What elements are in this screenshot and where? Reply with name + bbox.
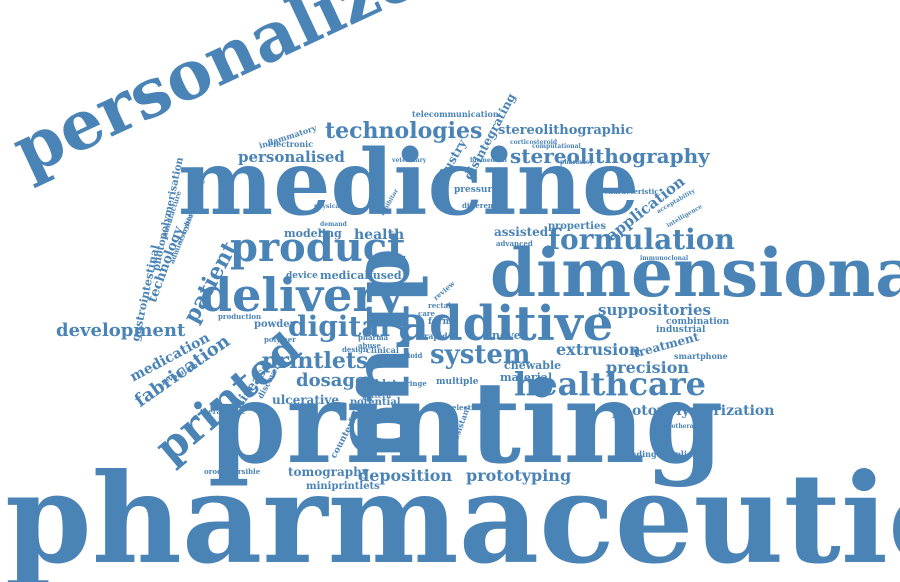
- word-pattern: pattern: [362, 391, 392, 400]
- word-telecommunication: telecommunication: [412, 109, 499, 119]
- word-characteristic: characteristic: [604, 187, 659, 196]
- word-chronotherapy: chronotherapy: [652, 423, 702, 430]
- word-precision: precision: [606, 358, 690, 377]
- word-medical: medical: [320, 269, 369, 282]
- word-multiple: multiple: [436, 377, 479, 387]
- word-orodispersible: orodispersible: [204, 467, 261, 476]
- word-digital: digital: [288, 310, 391, 343]
- word-biomedical: biomedical: [470, 157, 507, 164]
- word-system: system: [430, 340, 531, 370]
- word-fused: fused: [368, 269, 402, 282]
- word-selective: selective: [448, 403, 483, 412]
- word-advanced: advanced: [496, 239, 533, 248]
- word-readingcompliance: readingcompliance: [622, 449, 708, 459]
- word-pharmaceutical: pharmaceutical: [5, 447, 900, 582]
- word-care: care: [418, 309, 435, 318]
- word-stereolithographic: stereolithographic: [498, 123, 634, 138]
- word-computational: computational: [532, 143, 581, 150]
- word-assisted: assisted: [494, 225, 549, 239]
- word-veterinary: veterinary: [392, 157, 427, 164]
- word-chewable: chewable: [504, 359, 562, 372]
- word-additive: additive: [398, 296, 614, 352]
- word-demand: demand: [320, 221, 347, 228]
- word-pharma: pharma: [358, 333, 389, 342]
- word-different: different: [462, 201, 497, 210]
- word-extrusion: extrusion: [556, 340, 641, 359]
- word-novel: novel: [492, 329, 525, 342]
- word-powder: powder: [254, 319, 295, 330]
- word-miniprintlets: miniprintlets: [306, 481, 380, 492]
- word-stereolithography: stereolithography: [510, 144, 710, 168]
- word-clinical: clinical: [366, 345, 399, 355]
- word-opioid: opioid: [398, 351, 423, 360]
- word-rapid: rapid: [424, 331, 448, 341]
- word-production: production: [218, 312, 262, 321]
- word-tablet: tablet: [364, 379, 397, 390]
- word-combination: combination: [666, 317, 730, 327]
- word-material: material: [500, 371, 553, 384]
- word-electronic: electronic: [268, 139, 314, 149]
- word-pharmacy: pharmacy: [560, 159, 593, 166]
- word-immunoclonal: immunoclonal: [640, 255, 689, 262]
- word-formulation: formulation: [548, 223, 735, 256]
- word-properties: properties: [548, 221, 606, 232]
- word-ulcerative: ulcerative: [272, 393, 340, 407]
- word-therapeutic: therapeutic: [200, 407, 246, 416]
- word-prototyping: prototyping: [466, 466, 572, 485]
- word-technologies: technologies: [325, 118, 483, 144]
- word-abuse: abuse: [358, 341, 381, 350]
- word-modeling: modeling: [284, 227, 342, 240]
- word-printlets: printlets: [262, 348, 369, 374]
- word-personalised: personalised: [238, 148, 345, 166]
- word-dimensional: dimensional: [490, 234, 900, 312]
- word-medicine: medicine: [178, 130, 640, 236]
- word-photopolymerization: photopolymerization: [612, 403, 775, 419]
- word-deposition: deposition: [358, 466, 453, 485]
- word-potential: potential: [350, 397, 401, 408]
- word-industrial: industrial: [656, 325, 706, 335]
- word-pressure: pressure: [454, 185, 498, 195]
- word-design: design: [342, 345, 368, 354]
- word-product: product: [230, 224, 406, 271]
- word-dosage: dosage: [296, 370, 367, 391]
- word-corticosteroid: corticosteroid: [510, 139, 558, 146]
- word-syringe: syringe: [398, 379, 427, 388]
- word-smartphone: smartphone: [674, 351, 728, 361]
- word-tomography: tomography: [288, 465, 369, 479]
- word-polymer: polymer: [264, 335, 296, 344]
- word-suppositories: suppositories: [598, 301, 711, 319]
- word-development: development: [56, 320, 186, 341]
- word-delivery: delivery: [200, 268, 404, 322]
- word-form: form: [428, 317, 453, 327]
- word-printing: printing: [208, 358, 724, 489]
- word-healthcare: healthcare: [514, 365, 706, 403]
- word-device: device: [286, 271, 318, 281]
- word-health: health: [354, 227, 405, 243]
- word-rectal: rectal: [428, 301, 451, 310]
- word-physical: physical: [314, 203, 342, 210]
